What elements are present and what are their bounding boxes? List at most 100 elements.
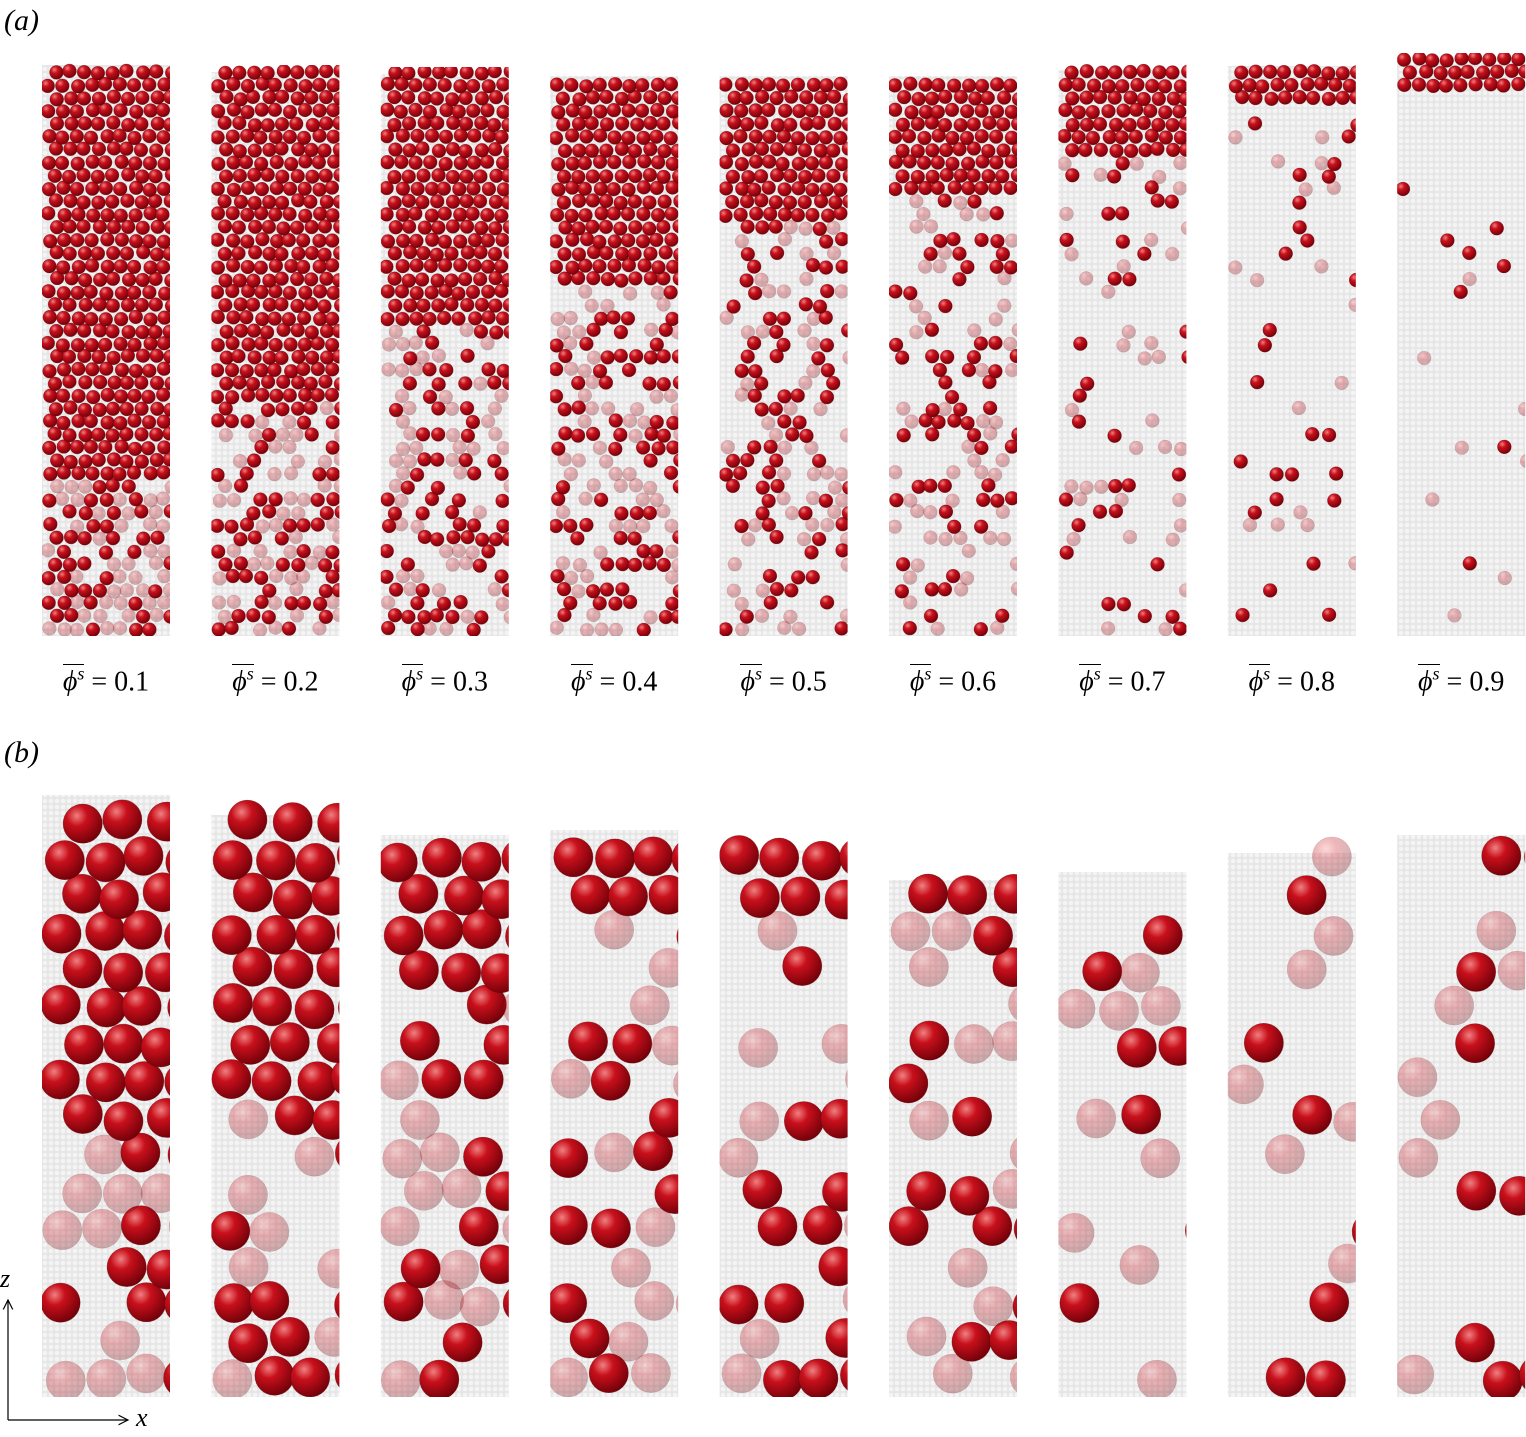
sphere (1158, 130, 1174, 145)
sphere (420, 1132, 460, 1173)
sphere (43, 234, 58, 249)
sphere (586, 478, 601, 493)
sphere (49, 323, 64, 339)
sphere (811, 531, 827, 547)
sphere (326, 285, 340, 301)
sphere (140, 1173, 170, 1214)
sphere (826, 246, 842, 261)
sphere (764, 1283, 805, 1324)
sphere (804, 103, 819, 118)
sphere (163, 555, 170, 571)
sphere (503, 479, 509, 494)
sphere (91, 91, 107, 106)
sphere (1519, 1360, 1526, 1390)
sphere (460, 609, 475, 624)
sphere (550, 338, 564, 353)
sphere (1348, 556, 1356, 571)
sphere (895, 350, 910, 365)
sphere (777, 182, 792, 197)
sphere (63, 141, 78, 156)
sphere (133, 142, 149, 158)
sphere (889, 102, 903, 117)
sphere (43, 516, 58, 532)
sphere (923, 505, 938, 520)
sphere (501, 272, 509, 288)
sphere (586, 350, 602, 365)
sphere (55, 104, 71, 119)
caption-symbol-group: ϕs (62, 664, 85, 698)
sphere (267, 311, 282, 326)
sphere (50, 453, 65, 468)
sphere (636, 544, 651, 559)
sphere (550, 311, 565, 327)
sphere (973, 622, 989, 636)
sphere (316, 947, 340, 988)
sphere (565, 156, 580, 171)
sphere (649, 389, 664, 404)
sphere (990, 233, 1005, 249)
caption-symbol: ϕ (62, 666, 78, 698)
sphere (916, 206, 931, 222)
sphere (93, 374, 108, 390)
sphere (211, 79, 226, 94)
sphere (782, 195, 798, 210)
sphere (1328, 1243, 1356, 1284)
sphere (631, 1353, 671, 1393)
sphere (643, 90, 658, 105)
sphere (409, 440, 424, 456)
sphere (334, 505, 340, 519)
sphere (961, 362, 977, 378)
sphere (627, 531, 642, 546)
sphere (719, 622, 733, 636)
spheres (211, 65, 340, 636)
sphere (755, 583, 770, 598)
sphere (402, 376, 418, 391)
sphere (621, 103, 636, 118)
sphere (310, 492, 325, 508)
sphere (820, 363, 836, 378)
sphere (290, 168, 305, 184)
sphere (99, 492, 114, 508)
sphere (423, 258, 439, 274)
sphere (295, 842, 336, 883)
sphere (972, 1206, 1013, 1246)
sphere (121, 506, 136, 521)
sphere (783, 117, 798, 132)
sphere (121, 117, 136, 133)
sphere (42, 78, 55, 94)
sphere (495, 311, 509, 326)
caption-superscript: s (924, 664, 932, 684)
sphere (939, 167, 954, 183)
sphere (458, 376, 473, 391)
sphere (643, 115, 658, 131)
particle-column (889, 873, 1017, 1397)
sphere (923, 530, 938, 545)
sphere (1397, 181, 1411, 197)
sphere (571, 247, 587, 262)
sphere (49, 116, 65, 131)
sphere (502, 220, 509, 235)
sphere (150, 90, 165, 105)
sphere (485, 1171, 509, 1212)
sphere (474, 610, 489, 625)
spheres (380, 67, 509, 636)
sphere (620, 206, 636, 222)
sphere (571, 375, 586, 391)
caption-superscript: s (754, 664, 762, 684)
sphere (69, 181, 85, 197)
sphere (1439, 53, 1454, 68)
sphere (656, 297, 671, 312)
sphere (1158, 622, 1173, 636)
sphere (672, 530, 679, 545)
sphere (127, 130, 142, 146)
sphere (988, 180, 1003, 196)
sphere (1122, 529, 1138, 545)
sphere (312, 128, 327, 143)
sphere (296, 595, 312, 611)
sphere (304, 272, 319, 287)
sphere (163, 1362, 170, 1393)
sphere (239, 363, 254, 379)
sphere (282, 388, 297, 403)
sphere (211, 389, 225, 405)
particle-column (719, 76, 848, 636)
